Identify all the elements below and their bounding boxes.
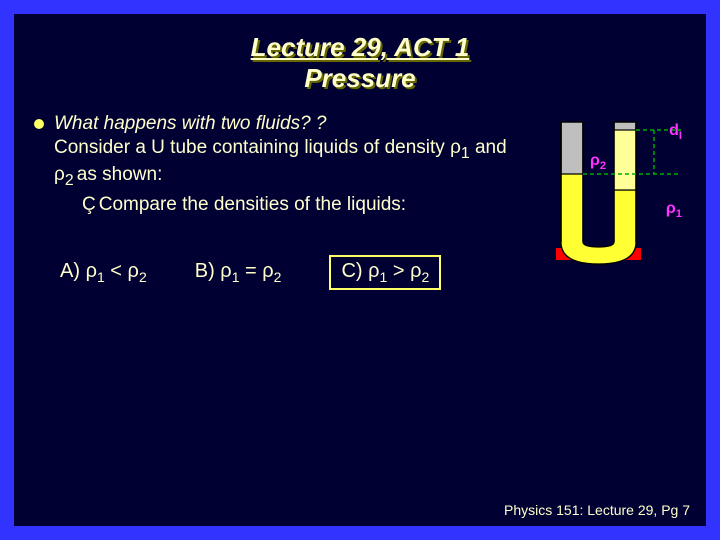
label-rho1: ρ1	[666, 200, 682, 220]
label-rho2-sub: 2	[600, 160, 606, 172]
desc-pre: Consider a U tube containing liquids of …	[54, 137, 450, 158]
opt-c-r: ρ	[410, 260, 421, 282]
opt-c-l: ρ	[368, 260, 379, 282]
opt-c-rsub: 2	[422, 269, 430, 285]
option-c: C) ρ1 > ρ2	[329, 255, 441, 290]
label-dI-sub: I	[679, 130, 682, 142]
slide-area: Lecture 29, ACT 1 Pressure What happens …	[14, 14, 706, 526]
option-a: A) ρ1 < ρ2	[60, 260, 147, 285]
title-line1: Lecture 29, ACT 1	[34, 32, 686, 63]
option-b: B) ρ1 = ρ2	[195, 260, 282, 285]
left-arrow-icon: Ç	[82, 194, 96, 215]
label-rho2: ρ2	[590, 152, 606, 172]
bullet-content: What happens with two fluids? ? Consider…	[54, 112, 526, 217]
rho1-sub: 1	[461, 145, 470, 162]
opt-b-r: ρ	[262, 260, 273, 282]
options-row: A) ρ1 < ρ2 B) ρ1 = ρ2 C) ρ1 > ρ2	[60, 255, 526, 290]
desc-mid: and	[470, 137, 507, 158]
opt-c-op: >	[387, 260, 410, 282]
utube-diagram: dI ρ2 ρ1	[536, 112, 686, 292]
label-rho2-text: ρ	[590, 152, 600, 169]
desc-post: as shown:	[77, 164, 163, 185]
opt-a-lsub: 1	[97, 269, 105, 285]
opt-c-label: C)	[341, 260, 362, 282]
opt-a-op: <	[105, 260, 128, 282]
description-line: Consider a U tube containing liquids of …	[54, 136, 526, 191]
rho2-sub: 2	[65, 172, 74, 189]
title-line2: Pressure	[34, 63, 686, 94]
opt-b-rsub: 2	[274, 269, 282, 285]
opt-b-l: ρ	[220, 260, 231, 282]
rho2-sym: ρ	[54, 164, 65, 185]
title-block: Lecture 29, ACT 1 Pressure	[34, 32, 686, 94]
footer-text: Physics 151: Lecture 29, Pg 7	[504, 502, 690, 518]
body-row: What happens with two fluids? ? Consider…	[34, 112, 686, 292]
opt-a-rsub: 2	[139, 269, 147, 285]
bullet-row: What happens with two fluids? ? Consider…	[34, 112, 526, 217]
utube-svg	[536, 112, 686, 292]
label-rho1-text: ρ	[666, 200, 676, 217]
question-line: What happens with two fluids? ?	[54, 112, 526, 136]
opt-b-label: B)	[195, 260, 215, 282]
bullet-icon	[34, 119, 44, 129]
text-column: What happens with two fluids? ? Consider…	[34, 112, 526, 292]
opt-b-op: =	[239, 260, 262, 282]
label-dI: dI	[669, 122, 682, 142]
compare-line: ÇCompare the densities of the liquids:	[82, 193, 526, 217]
opt-a-r: ρ	[128, 260, 139, 282]
opt-a-label: A)	[60, 260, 80, 282]
rho1-sym: ρ	[450, 137, 461, 158]
compare-text: Compare the densities of the liquids:	[99, 194, 406, 215]
label-dI-text: d	[669, 122, 679, 139]
opt-a-l: ρ	[86, 260, 97, 282]
label-rho1-sub: 1	[676, 208, 682, 220]
